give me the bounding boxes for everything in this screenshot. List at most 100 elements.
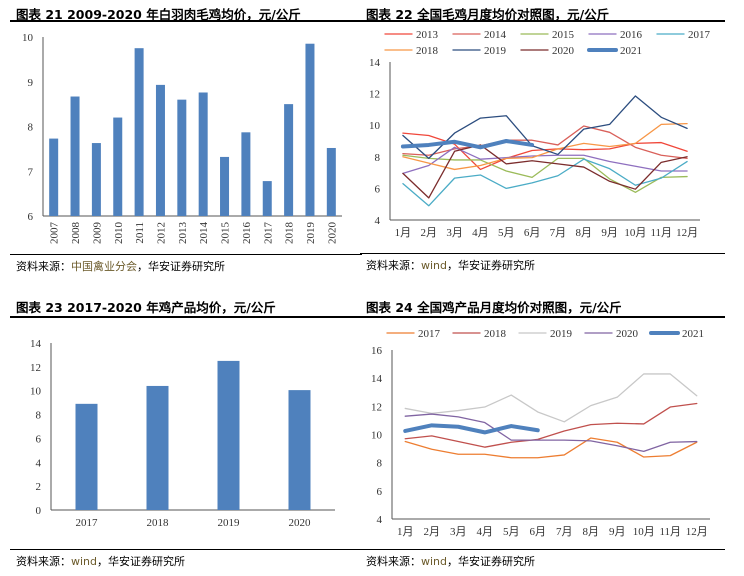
fig21-bar-2007 — [49, 138, 59, 216]
fig23-y-tick-label: 4 — [36, 457, 42, 469]
source-org: wind — [71, 555, 98, 568]
fig24-legend-label-2019: 2019 — [550, 328, 573, 340]
fig23-y-tick-label: 14 — [30, 338, 42, 350]
fig23-bar-2018 — [146, 385, 169, 510]
fig24-top-rule — [360, 316, 725, 318]
fig24-line-2019 — [404, 373, 698, 423]
fig23-x-tick-label: 2017 — [76, 517, 99, 529]
source-prefix: 资料来源： — [366, 259, 421, 272]
source-suffix: ，华安证券研究所 — [97, 555, 186, 568]
fig22-line-2016 — [402, 146, 688, 175]
fig23-source: 资料来源：wind，华安证券研究所 — [16, 553, 185, 569]
fig21-bar-2011 — [134, 48, 144, 216]
fig23-x-tick-label: 2018 — [147, 517, 170, 529]
fig21-y-tick-label: 10 — [22, 32, 34, 44]
fig21-title: 图表 21 2009-2020 年白羽肉毛鸡均价，元/公斤 — [16, 7, 301, 22]
fig21-x-tick-label: 2019 — [305, 222, 317, 245]
fig24-y-tick-label: 4 — [377, 514, 383, 526]
fig24-source: 资料来源：wind，华安证券研究所 — [366, 553, 535, 569]
fig21-y-tick-label: 7 — [28, 166, 34, 178]
fig24-bottom-rule — [360, 549, 725, 550]
fig22-x-tick-label: 11月 — [650, 227, 672, 239]
fig21-bar-2012 — [155, 84, 165, 216]
fig24-x-tick-label: 3月 — [450, 526, 467, 538]
fig24-y-tick-label: 8 — [377, 458, 383, 470]
fig22-x-tick-label: 5月 — [498, 227, 515, 239]
fig24-x-tick-label: 5月 — [503, 526, 520, 538]
fig22-x-tick-label: 9月 — [601, 227, 618, 239]
fig21-bottom-rule — [10, 254, 362, 255]
fig23-bar-2017 — [75, 403, 98, 510]
fig21-bar-2017 — [262, 181, 272, 216]
fig24-title: 图表 24 全国鸡产品月度均价对照图，元/公斤 — [366, 300, 622, 315]
fig24-legend-label-2020: 2020 — [616, 328, 639, 340]
fig21-y-tick-label: 8 — [28, 122, 34, 134]
fig22-top-rule — [360, 20, 725, 22]
fig21-x-tick-label: 2020 — [326, 222, 338, 245]
fig23-y-tick-label: 8 — [36, 410, 42, 422]
fig24-x-tick-label: 9月 — [609, 526, 626, 538]
fig21-x-tick-label: 2012 — [155, 222, 167, 244]
fig21-x-tick-label: 2008 — [70, 222, 82, 245]
fig21-y-tick-label: 9 — [28, 77, 34, 89]
fig21-bar-2020 — [326, 147, 336, 216]
fig23-y-tick-label: 6 — [36, 433, 42, 445]
source-suffix: ，华安证券研究所 — [447, 259, 536, 272]
fig22-legend-label-2015: 2015 — [552, 29, 575, 41]
fig23-bottom-rule — [10, 549, 362, 550]
fig24-x-tick-label: 1月 — [397, 526, 414, 538]
fig21-bar-2019 — [305, 43, 315, 217]
fig24-line-2018 — [404, 402, 698, 448]
fig21-x-tick-label: 2018 — [284, 222, 296, 245]
fig22-bottom-rule — [360, 253, 725, 254]
source-prefix: 资料来源： — [16, 260, 71, 273]
fig24-legend-label-2017: 2017 — [418, 328, 441, 340]
fig21-bar-2014 — [198, 92, 208, 216]
source-org: wind — [421, 555, 448, 568]
fig22-y-tick-label: 14 — [369, 57, 381, 69]
source-org: wind — [421, 259, 448, 272]
fig22-legend-label-2018: 2018 — [416, 45, 439, 57]
fig21-x-tick-label: 2007 — [49, 222, 61, 245]
fig22-legend-label-2020: 2020 — [552, 45, 575, 57]
fig22-legend-label-2016: 2016 — [620, 29, 643, 41]
fig21-source: 资料来源：中国禽业分会，华安证券研究所 — [16, 258, 225, 274]
fig22-legend-label-2019: 2019 — [484, 45, 507, 57]
fig21-top-rule — [10, 20, 362, 22]
fig22-y-tick-label: 12 — [369, 89, 380, 101]
fig23-x-tick-label: 2020 — [289, 517, 312, 529]
source-suffix: ，华安证券研究所 — [447, 555, 536, 568]
fig23-top-rule — [10, 316, 362, 318]
fig22-line-2021 — [400, 139, 535, 150]
fig22-x-tick-label: 3月 — [446, 227, 463, 239]
fig24-x-tick-label: 2月 — [424, 526, 441, 538]
fig23-x-tick-label: 2019 — [218, 517, 241, 529]
fig22-x-tick-label: 4月 — [472, 227, 489, 239]
fig21-bar-2010 — [113, 117, 123, 216]
fig24-x-tick-label: 7月 — [556, 526, 573, 538]
fig21-x-tick-label: 2017 — [262, 222, 274, 245]
fig24-y-tick-label: 12 — [371, 401, 382, 413]
fig22-line-2018 — [402, 122, 688, 171]
fig22-y-tick-label: 10 — [369, 120, 381, 132]
fig21-bar-2018 — [284, 104, 294, 216]
fig21-y-tick-label: 6 — [28, 211, 34, 223]
fig23-title: 图表 23 2017-2020 年鸡产品均价，元/公斤 — [16, 300, 276, 315]
fig24-y-tick-label: 10 — [371, 430, 383, 442]
fig22-y-tick-label: 4 — [375, 215, 381, 227]
fig22-x-tick-label: 7月 — [550, 227, 567, 239]
fig22-x-tick-label: 8月 — [576, 227, 593, 239]
fig23-y-tick-label: 2 — [36, 481, 42, 493]
fig22-legend-label-2014: 2014 — [484, 29, 507, 41]
fig24-line-2020 — [404, 413, 698, 453]
fig24-y-tick-label: 6 — [377, 486, 383, 498]
fig24-x-tick-label: 12月 — [686, 526, 708, 538]
fig23-y-tick-label: 12 — [30, 362, 41, 374]
fig24-legend-label-2021: 2021 — [682, 328, 704, 340]
fig21-bar-2009 — [91, 143, 101, 216]
fig22-title: 图表 22 全国毛鸡月度均价对照图，元/公斤 — [366, 7, 610, 22]
fig21-bar-2015 — [220, 156, 230, 216]
fig22-line-2017 — [402, 158, 688, 207]
